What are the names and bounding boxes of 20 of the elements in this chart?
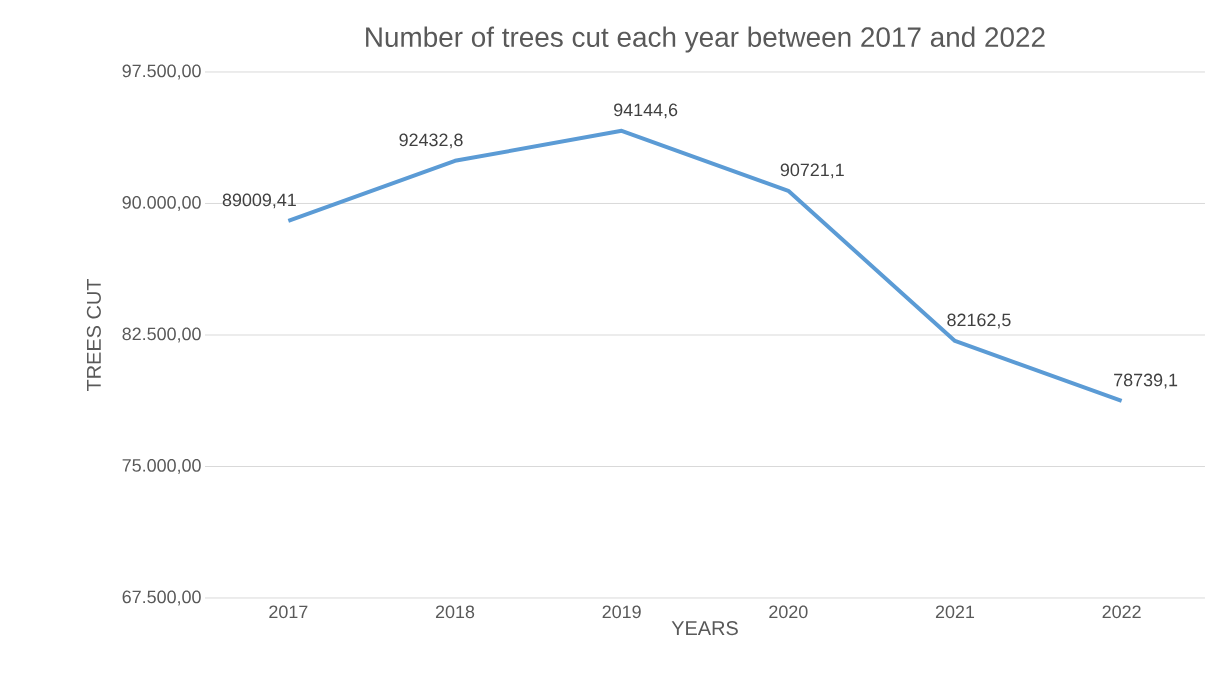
data-label: 89009,41 bbox=[222, 193, 296, 209]
y-tick-label: 75.000,00 bbox=[122, 459, 201, 474]
data-label: 78739,1 bbox=[1114, 373, 1178, 389]
data-label: 92432,8 bbox=[399, 133, 463, 149]
x-tick-label: 2019 bbox=[602, 605, 641, 619]
data-label: 94144,6 bbox=[614, 103, 678, 119]
data-label: 82162,5 bbox=[947, 313, 1011, 329]
x-axis-title: YEARS bbox=[671, 621, 738, 636]
x-tick-label: 2021 bbox=[935, 605, 975, 619]
x-tick-label: 2022 bbox=[1102, 605, 1141, 619]
x-tick-label: 2017 bbox=[269, 605, 308, 619]
x-tick-label: 2020 bbox=[769, 605, 808, 619]
y-tick-label: 82.500,00 bbox=[122, 327, 201, 343]
chart-title: Number of trees cut each year between 2017 and 2022 bbox=[366, 26, 1045, 53]
y-tick-label: 90.000,00 bbox=[122, 196, 201, 211]
data-label: 90721,1 bbox=[780, 163, 844, 179]
y-axis-title: TREES CUT bbox=[86, 279, 101, 391]
y-tick-label: 97.500,00 bbox=[122, 64, 201, 80]
y-tick-label: 67.500,00 bbox=[122, 590, 201, 606]
x-tick-label: 2018 bbox=[435, 605, 475, 619]
